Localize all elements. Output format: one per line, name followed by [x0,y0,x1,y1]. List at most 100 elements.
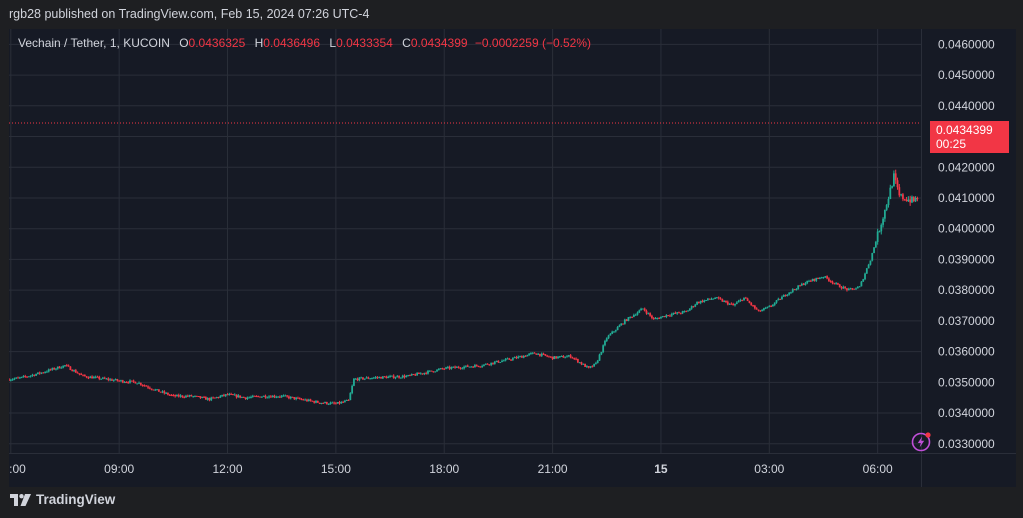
candle-body [537,353,540,355]
candle-body [241,396,243,398]
candle-body [111,379,113,381]
candle-body [371,378,373,380]
candle-body [418,372,420,374]
candle-body [148,387,151,389]
footer-brand: TradingView [36,492,116,507]
candle-body [223,394,225,396]
candle-body [775,300,778,303]
candle-body [407,375,410,377]
candle-body [623,319,626,324]
chart-panel[interactable]: 0.04600000.04500000.04400000.04300000.04… [9,29,1016,487]
candle-body [145,385,148,387]
candle-body [412,374,415,376]
candle-body [13,378,16,380]
candle-body [277,396,279,398]
candle-body [313,401,316,403]
candle-body [880,224,883,232]
candle-body [127,382,130,384]
y-axis: 0.04600000.04500000.04400000.04300000.04… [938,37,995,450]
candle-body [560,355,563,357]
candle-body [300,399,303,401]
candle-body [284,395,287,397]
candle-body [446,366,449,368]
current-price: 0.0434399 [936,123,993,137]
candle-body [324,401,326,404]
candle-body [874,241,877,248]
candle-body [329,402,332,405]
candle-body [741,299,744,301]
candle-body [620,323,623,326]
candle-body [385,376,388,379]
candle-body [495,360,498,362]
y-tick-label: 0.0340000 [938,406,995,420]
candle-body [327,404,330,406]
candle-body [822,277,825,279]
candle-body [304,399,307,401]
candle-body [696,301,698,305]
candle-body [44,371,47,373]
candle-body [548,356,550,358]
candle-body [454,366,456,368]
candle-body [398,376,400,378]
candle-body [64,365,66,367]
candle-body [591,366,594,368]
candle-body [889,187,892,200]
candle-body [235,394,238,398]
candle-body [708,298,711,300]
open-value: 0.0436325 [188,36,246,50]
candle-body [826,276,828,279]
candle-body [611,331,614,334]
candle-body [678,312,680,314]
candlestick-chart[interactable]: 0.04600000.04500000.04400000.04300000.04… [9,29,1016,487]
candle-body [748,301,751,303]
tradingview-footer[interactable]: TradingView [10,492,115,507]
candle-body [325,401,328,405]
candle-body [100,378,103,380]
lightning-icon[interactable] [910,431,932,453]
candle-body [484,363,487,365]
candle-body [824,276,827,278]
candle-body [717,297,720,299]
candle-body [383,376,386,378]
candle-body [575,358,577,360]
candle-body [511,358,514,360]
candle-body [470,366,473,368]
candle-body [62,365,65,368]
candle-body [553,356,556,360]
candle-body [530,353,532,355]
candle-body [461,368,464,370]
candle-body [427,370,429,374]
candle-body [867,264,870,269]
candle-body [665,315,668,317]
candle-body [844,286,847,289]
candle-body [434,371,437,373]
candle-body [687,310,689,312]
candle-body [730,303,733,305]
candle-body [757,309,760,311]
bar-countdown: 00:25 [936,137,967,151]
candle-body [192,396,195,398]
candle-body [228,393,231,395]
candle-body [663,316,666,318]
candle-body [103,377,106,379]
candle-body [432,371,435,373]
candle-body [389,376,391,378]
candle-body [584,363,586,367]
candle-body [360,377,363,379]
candle-body [147,386,149,388]
candle-body [492,362,494,364]
candle-body [208,398,211,401]
candle-body [51,368,54,370]
candle-body [42,372,45,374]
candle-body [457,366,460,368]
candle-body [914,198,917,202]
candle-body [302,399,305,401]
candle-body [445,367,447,369]
candle-body [96,376,99,378]
candle-body [316,400,319,403]
y-tick-label: 0.0450000 [938,68,995,82]
candle-body [694,304,697,307]
candle-body [49,369,52,371]
candle-body [190,395,193,397]
candle-body [266,397,269,399]
